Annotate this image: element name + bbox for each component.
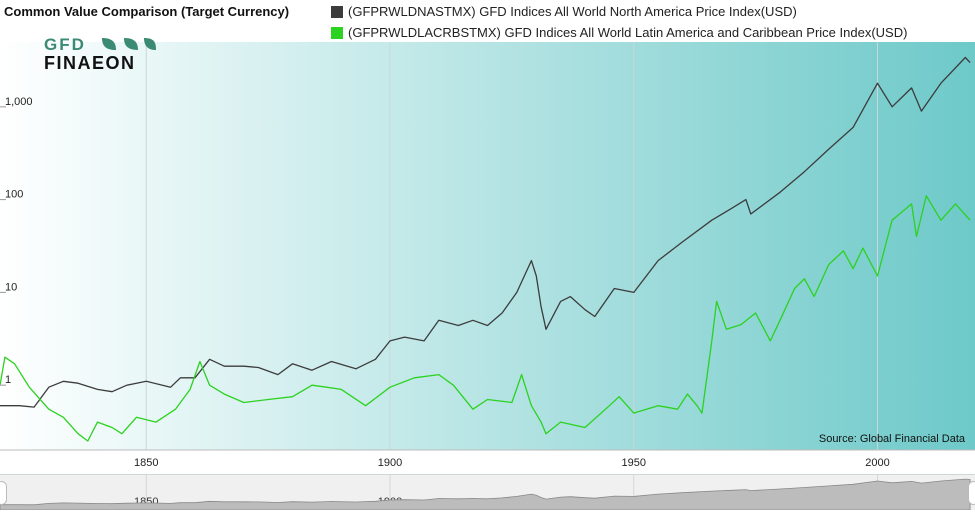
y-tick-label: 1 [5, 374, 11, 386]
x-tick-label: 1850 [134, 457, 158, 469]
legend-label-north-america: (GFPRWLDNASTMX) GFD Indices All World No… [348, 4, 797, 19]
y-tick-label: 100 [5, 189, 23, 201]
y-tick-label: 1,000 [5, 96, 33, 108]
logo-leaf-icon [102, 38, 116, 50]
gfd-finaeon-logo: GFD FINAEON [44, 36, 156, 72]
x-tick-label: 1950 [622, 457, 646, 469]
series-lines [0, 56, 971, 442]
chart-title: Common Value Comparison (Target Currency… [4, 4, 290, 19]
x-tick-label: 2000 [865, 457, 889, 469]
navigator-series-area [0, 478, 971, 511]
legend-item-latin-america[interactable]: (GFPRWLDLACRBSTMX) GFD Indices All World… [331, 25, 907, 40]
plot-background [0, 42, 975, 450]
y-tick-labels: 1 10 100 1,000 [0, 96, 33, 386]
legend-item-north-america[interactable]: (GFPRWLDNASTMX) GFD Indices All World No… [331, 4, 797, 19]
logo-text-finaeon: FINAEON [44, 53, 136, 72]
series-line-north-america [0, 56, 971, 408]
navigator-handle-left[interactable] [0, 481, 7, 505]
x-tick-labels: 1850 1900 1950 2000 [134, 457, 890, 469]
logo-leaf-icon-2 [124, 38, 138, 50]
legend-label-latin-america: (GFPRWLDLACRBSTMX) GFD Indices All World… [348, 25, 908, 40]
source-note: Source: Global Financial Data [818, 433, 965, 445]
series-line-latin-america [0, 195, 971, 442]
logo-text-gfd: GFD [44, 36, 86, 54]
legend-swatch-north-america [331, 5, 343, 18]
x-tick-label: 1900 [378, 457, 402, 469]
grid-lines [145, 42, 878, 450]
legend-swatch-latin-america [331, 26, 343, 39]
y-tick-label: 10 [5, 281, 17, 293]
navigator-handle-right[interactable] [968, 481, 975, 505]
logo-leaf-icon-3 [144, 38, 156, 50]
